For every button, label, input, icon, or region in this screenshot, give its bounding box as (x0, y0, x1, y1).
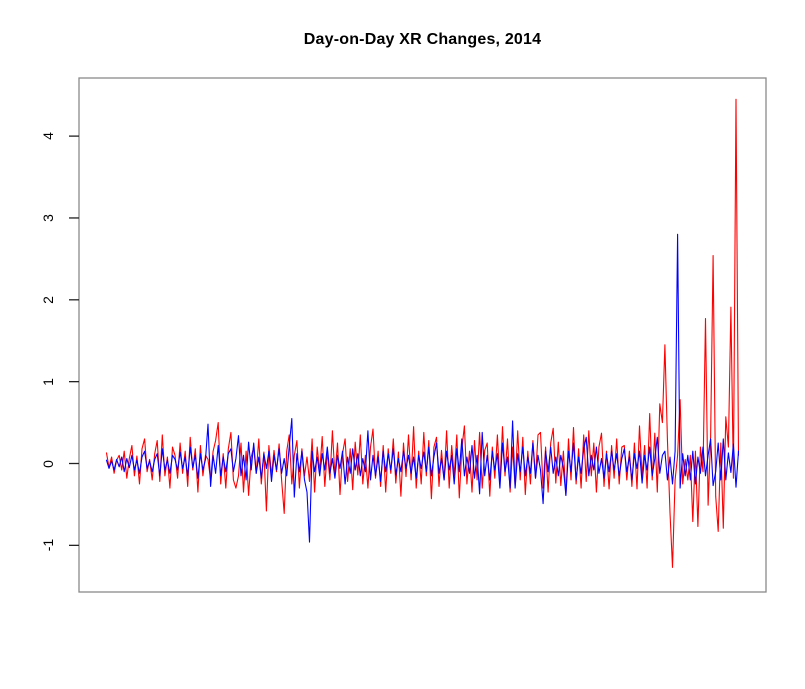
y-tick-label: 0 (40, 459, 56, 468)
y-tick-label: 2 (40, 295, 56, 304)
y-tick-label: 3 (40, 214, 56, 222)
chart-title: Day-on-Day XR Changes, 2014 (303, 31, 542, 48)
blue-series-line (105, 233, 740, 543)
plot-box (78, 77, 767, 593)
y-tick-label: 1 (40, 377, 56, 386)
y-tick-label: 4 (40, 132, 56, 141)
red-series-line (105, 98, 740, 568)
y-tick-label: -1 (40, 539, 56, 552)
